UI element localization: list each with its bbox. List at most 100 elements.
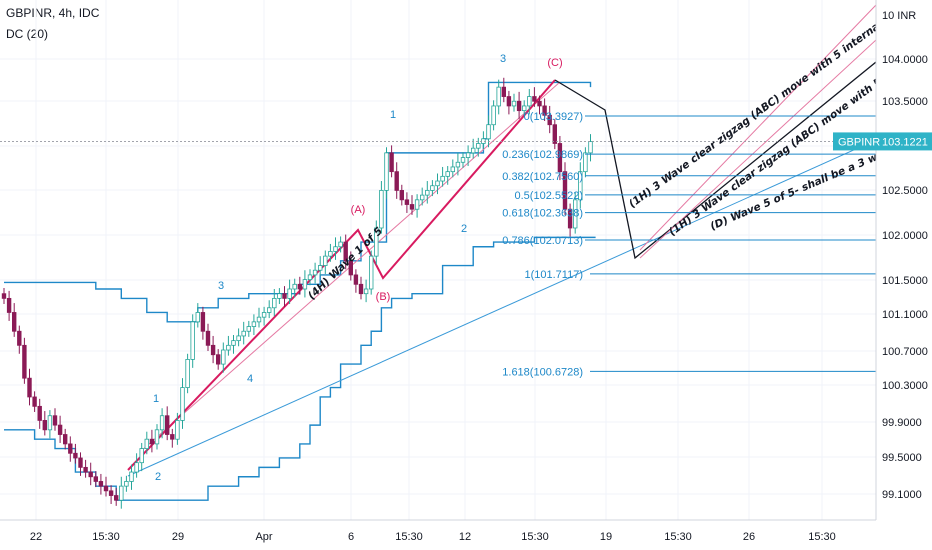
candle-body xyxy=(195,312,200,323)
chart-annotation: (1H) 3 Wave clear zigzag (ABC) move with… xyxy=(627,0,918,210)
candle-body xyxy=(353,274,359,285)
candle-body xyxy=(465,152,471,158)
candle-body xyxy=(93,476,98,482)
fib-label: 1.618(100.6728) xyxy=(502,366,583,378)
wave-label-blue: 1 xyxy=(390,109,396,121)
price-tick: 100.3000 xyxy=(882,380,928,392)
fib-label: 0.786(102.0713) xyxy=(502,235,583,247)
price-tick: 99.9000 xyxy=(882,417,922,429)
candle-body xyxy=(144,438,149,449)
candle-body xyxy=(542,105,547,116)
candle-body xyxy=(567,208,573,229)
projection-path xyxy=(554,61,876,260)
price-tick: 102.0000 xyxy=(882,230,928,242)
time-tick: Apr xyxy=(255,531,272,543)
candle-body xyxy=(287,288,292,299)
candle-body xyxy=(440,175,445,182)
candle-body xyxy=(501,86,506,97)
candle-body xyxy=(221,349,226,365)
candle-body xyxy=(389,152,394,173)
donchian-upper xyxy=(4,81,592,323)
wave-label-blue: 3 xyxy=(500,53,506,65)
candle-body xyxy=(114,495,119,501)
candle-body xyxy=(588,141,593,154)
candle-body xyxy=(200,312,206,332)
wave-label-pink: (B) xyxy=(376,291,391,303)
candle-body xyxy=(215,354,221,365)
candle-body xyxy=(323,255,328,266)
candle-body xyxy=(374,227,379,257)
candle-body xyxy=(547,114,552,126)
time-tick: 26 xyxy=(743,531,755,543)
wave-labels: 1 2 3 4 1 2 3 (A) (B) (C) xyxy=(153,53,563,483)
base-trendline xyxy=(127,139,876,477)
candle-body xyxy=(532,96,537,102)
abc-wave-path xyxy=(127,79,556,471)
candle-body xyxy=(139,448,144,464)
candle-body xyxy=(573,199,578,229)
candle-body xyxy=(557,143,563,173)
price-tick: 101.5000 xyxy=(882,275,928,287)
wave-label-pink: (A) xyxy=(351,204,366,216)
candle-body xyxy=(399,190,404,201)
wave-label-blue: 3 xyxy=(218,280,224,292)
candle-body xyxy=(190,321,195,360)
candle-body xyxy=(119,485,124,501)
time-tick: 15:30 xyxy=(521,531,549,543)
time-tick: 15:30 xyxy=(92,531,120,543)
candle-body xyxy=(516,100,522,112)
candle-body xyxy=(42,420,47,431)
time-tick: 15:30 xyxy=(395,531,423,543)
candle-body xyxy=(537,100,542,107)
candle-body xyxy=(185,359,190,388)
price-tick: 102.5000 xyxy=(882,185,928,197)
candle-body xyxy=(297,283,302,290)
fib-label: 0.618(102.3638) xyxy=(502,208,583,220)
fib-label: 0.236(102.9869) xyxy=(502,149,583,161)
candle-body xyxy=(312,269,318,276)
candle-body xyxy=(78,457,83,468)
candle-body xyxy=(445,171,450,177)
candle-body xyxy=(129,471,134,482)
wave-label-blue: 2 xyxy=(155,471,161,483)
candle-body xyxy=(338,241,343,248)
candle-body xyxy=(379,190,384,229)
time-tick: 15:30 xyxy=(664,531,692,543)
candle-body xyxy=(57,424,63,435)
candle-body xyxy=(180,387,185,421)
channel-mid xyxy=(639,39,876,259)
candle-body xyxy=(47,415,53,431)
price-tick: 103.5000 xyxy=(882,96,928,108)
candle-body xyxy=(175,420,180,440)
time-tick: 6 xyxy=(348,531,354,543)
candle-body xyxy=(552,124,557,144)
candle-body xyxy=(6,297,12,313)
candle-body xyxy=(261,312,267,318)
channel-upper xyxy=(639,4,876,251)
wave-label-blue: 1 xyxy=(153,393,159,405)
candle-body xyxy=(103,485,109,492)
indicator-label[interactable]: DC (20) xyxy=(6,27,49,41)
candle-body xyxy=(210,344,216,356)
candle-body xyxy=(83,466,88,473)
candle-body xyxy=(506,96,512,107)
candle-body xyxy=(241,330,246,337)
candle-body xyxy=(583,152,588,173)
candle-body xyxy=(562,171,568,210)
candle-body xyxy=(307,274,313,281)
candle-body xyxy=(358,283,364,295)
candle-body xyxy=(256,316,262,323)
wave-label-blue: 4 xyxy=(247,373,253,385)
time-tick: 29 xyxy=(172,531,184,543)
candle-body xyxy=(292,283,297,290)
candle-body xyxy=(159,415,165,431)
fib-label: 1(101.7117) xyxy=(524,269,583,281)
price-axis: 104.0000103.5000103.0000102.5000102.0000… xyxy=(882,10,928,501)
candle-body xyxy=(455,161,461,168)
candle-body xyxy=(226,344,231,351)
candle-body xyxy=(435,180,440,187)
candle-body xyxy=(317,265,323,271)
candle-body xyxy=(527,96,532,107)
symbol-title: GBPINR, 4h, IDC xyxy=(6,6,100,20)
